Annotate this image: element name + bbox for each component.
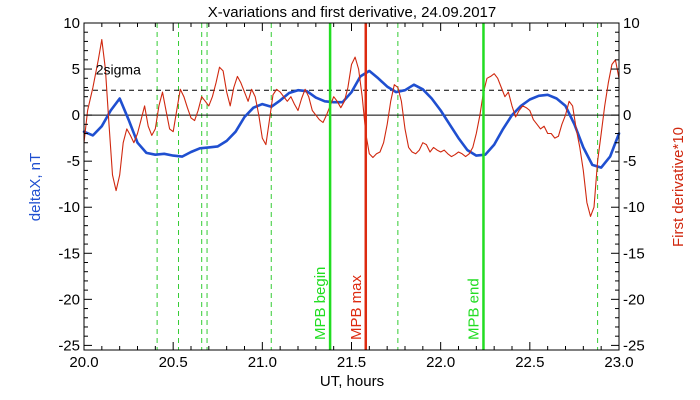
right-y-tick-label: -25 [623, 337, 645, 354]
marker-label-mpb-end: MPB end [465, 278, 482, 340]
x-tick-label: 22.5 [515, 354, 544, 371]
derivative-series-line [83, 39, 620, 217]
right-y-axis-label: First derivative*10 [670, 127, 687, 247]
left-y-tick-label: -15 [58, 245, 80, 262]
left-y-axis-label: deltaX, nT [27, 153, 44, 221]
right-y-tick-label: -5 [623, 153, 636, 170]
right-y-tick-label: 0 [623, 107, 631, 124]
x-tick-label: 21.5 [337, 354, 366, 371]
right-y-tick-label: -10 [623, 199, 645, 216]
left-y-tick-label: -10 [58, 199, 80, 216]
x-axis-label: UT, hours [320, 373, 384, 390]
chart-title: X-variations and first derivative, 24.09… [208, 4, 497, 21]
x-tick-label: 21.0 [248, 354, 277, 371]
right-y-tick-label: -20 [623, 291, 645, 308]
right-y-tick-label: 5 [623, 61, 631, 78]
marker-label-mpb-max: MPB max [348, 274, 365, 340]
left-y-tick-label: -25 [58, 337, 80, 354]
left-y-tick-label: -5 [67, 153, 80, 170]
x-tick-label: 23.0 [604, 354, 633, 371]
x-tick-label: 20.5 [159, 354, 188, 371]
left-y-tick-label: 10 [63, 15, 80, 32]
right-y-tick-label: -15 [623, 245, 645, 262]
left-y-tick-label: 5 [72, 61, 80, 78]
left-y-tick-label: -20 [58, 291, 80, 308]
x-tick-label: 22.0 [426, 354, 455, 371]
x-tick-label: 20.0 [69, 354, 98, 371]
deltax-series-line [82, 69, 621, 169]
annotation-2sigma: 2sigma [96, 62, 141, 78]
left-y-tick-label: 0 [72, 107, 80, 124]
marker-label-mpb-begin: MPB begin [312, 267, 329, 340]
right-y-tick-label: 10 [623, 15, 640, 32]
plot-area: MPB begin MPB max MPB end 2sigma 10 10 5 5 0 0 -5 -… [58, 15, 644, 371]
